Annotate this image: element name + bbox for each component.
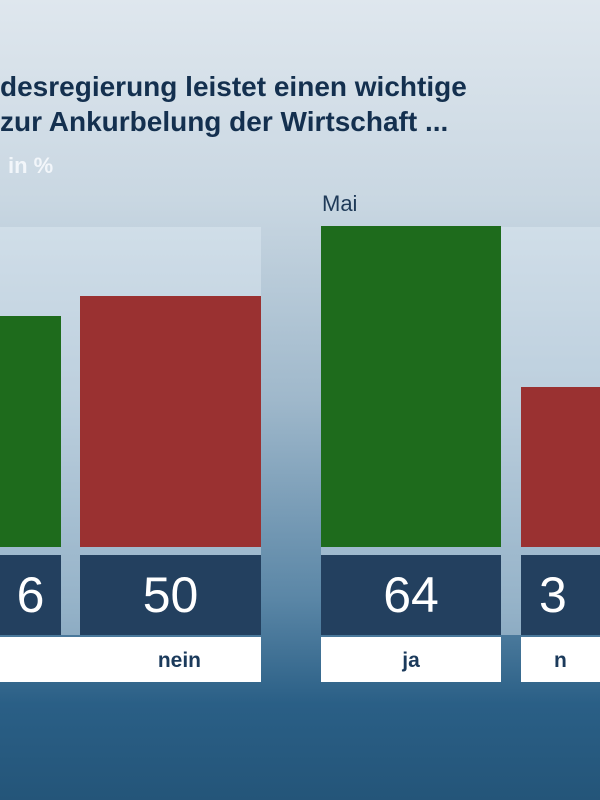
bar-nein-group-2	[521, 386, 600, 547]
value-label: 6	[0, 555, 61, 635]
value-label: 64	[321, 555, 501, 635]
bar-nein-group-1	[80, 296, 261, 547]
chart-title-line-2: zur Ankurbelung der Wirtschaft ...	[0, 106, 449, 137]
category-label: ja	[321, 637, 501, 682]
value-label: 3	[521, 555, 600, 635]
category-label: n	[521, 637, 600, 682]
category-label: nein	[61, 637, 261, 682]
bar-ja-group-1	[0, 316, 61, 547]
category-label	[0, 637, 61, 682]
chart-title-line-1: desregierung leistet einen wichtige	[0, 71, 467, 102]
unit-label: in %	[8, 153, 54, 178]
value-label: 50	[80, 555, 261, 635]
group-label-mai: Mai	[322, 191, 358, 216]
bar-ja-group-2	[321, 226, 501, 547]
